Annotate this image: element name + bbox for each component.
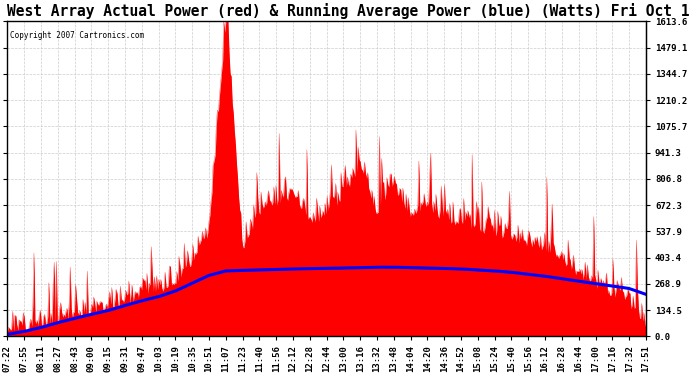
Text: West Array Actual Power (red) & Running Average Power (blue) (Watts) Fri Oct 19 : West Array Actual Power (red) & Running …: [8, 3, 690, 19]
Text: Copyright 2007 Cartronics.com: Copyright 2007 Cartronics.com: [10, 31, 145, 40]
